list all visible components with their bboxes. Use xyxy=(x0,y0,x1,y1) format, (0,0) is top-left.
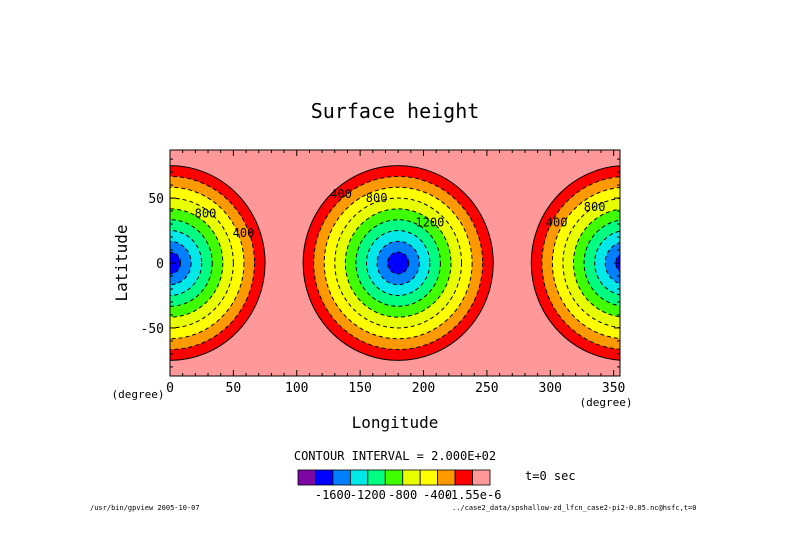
colorbar-swatch xyxy=(332,469,351,486)
contour-label: 400 xyxy=(546,216,568,230)
contour-line xyxy=(313,175,484,351)
colorbar-swatch xyxy=(472,469,491,486)
contour-line xyxy=(604,241,620,285)
contour-line xyxy=(530,165,620,361)
contour-line xyxy=(170,186,245,340)
plot-area: 800 400 400 800 1200 400 800 xyxy=(170,150,620,376)
y-tick-label: -50 xyxy=(141,322,164,337)
x-axis-label: Longitude xyxy=(352,413,439,432)
x-tick-label: 50 xyxy=(226,381,242,396)
contour-line xyxy=(344,208,452,318)
colorbar-swatch xyxy=(349,469,369,486)
y-axis-label: Latitude xyxy=(112,224,131,301)
chart-title: Surface height xyxy=(311,99,480,123)
colorbar-swatch xyxy=(315,469,334,486)
contour-line xyxy=(583,219,620,307)
contour-line xyxy=(541,176,620,350)
y-tick-label: 0 xyxy=(156,257,164,272)
contour-line xyxy=(376,240,420,286)
contour-band xyxy=(605,242,620,284)
colorbar-tick-label: -400 xyxy=(423,488,452,502)
contour-label: 400 xyxy=(330,187,352,201)
x-tick-label: 0 xyxy=(166,381,174,396)
contour-line xyxy=(170,165,266,361)
x-tick-label: 100 xyxy=(285,381,308,396)
colorbar-swatch xyxy=(419,469,439,486)
colorbar-tick-label: -1200 xyxy=(350,488,386,502)
colorbar-swatch xyxy=(367,469,386,486)
contour-lines xyxy=(170,165,620,361)
contour-interval-text: CONTOUR INTERVAL = 2.000E+02 xyxy=(294,449,496,463)
y-axis: -50 0 50 xyxy=(141,158,620,368)
contour-line xyxy=(323,186,473,340)
contour-band xyxy=(594,231,620,295)
y-tick-label: 50 xyxy=(148,192,164,207)
contour-label: 800 xyxy=(366,191,388,205)
contour-line xyxy=(551,187,620,339)
colorbar xyxy=(297,469,491,486)
x-tick-label: 150 xyxy=(348,381,371,396)
contour-line xyxy=(170,219,213,307)
footer-right: ../case2_data/spshallow-zd_lfcn_case2-pi… xyxy=(452,504,696,512)
colorbar-swatch xyxy=(454,469,473,486)
colorbar-tick-label: -1.55e-6 xyxy=(444,488,502,502)
contour-line xyxy=(387,251,410,275)
contour-line xyxy=(365,230,431,296)
contour-fills xyxy=(170,165,620,361)
footer-left: /usr/bin/gpview 2005-10-07 xyxy=(90,504,200,512)
colorbar-swatch xyxy=(437,469,456,486)
colorbar-swatch xyxy=(402,469,421,486)
contour-line xyxy=(302,165,494,361)
contour-line xyxy=(170,175,255,351)
contour-label: 1200 xyxy=(415,216,444,230)
contour-labels: 800 400 400 800 1200 400 800 xyxy=(195,187,606,240)
contour-line xyxy=(170,251,182,275)
x-tick-label: 200 xyxy=(412,381,435,396)
time-label: t=0 sec xyxy=(525,469,576,483)
x-tick-label: 300 xyxy=(539,381,562,396)
colorbar-tick-label: -1600 xyxy=(315,488,351,502)
y-axis-unit: (degree) xyxy=(112,388,165,401)
contour-label: 800 xyxy=(584,200,606,214)
x-tick-label: 250 xyxy=(475,381,498,396)
colorbar-tick-labels: -1600-1200 -800 -400-1.55e-6 xyxy=(315,488,502,502)
contour-label: 800 xyxy=(195,207,217,221)
x-axis-unit: (degree) xyxy=(580,396,633,409)
x-tick-label: 350 xyxy=(602,381,625,396)
contour-line xyxy=(334,197,463,329)
contour-line xyxy=(594,230,620,296)
colorbar-swatch xyxy=(297,469,316,486)
x-axis: 0 50 100 150 200 250 300 350 xyxy=(166,150,625,396)
contour-line xyxy=(355,219,441,307)
colorbar-tick-label: -800 xyxy=(388,488,417,502)
colorbar-swatch xyxy=(384,469,404,486)
contour-band xyxy=(387,252,409,274)
contour-line xyxy=(170,208,224,318)
contour-label: 400 xyxy=(233,226,255,240)
